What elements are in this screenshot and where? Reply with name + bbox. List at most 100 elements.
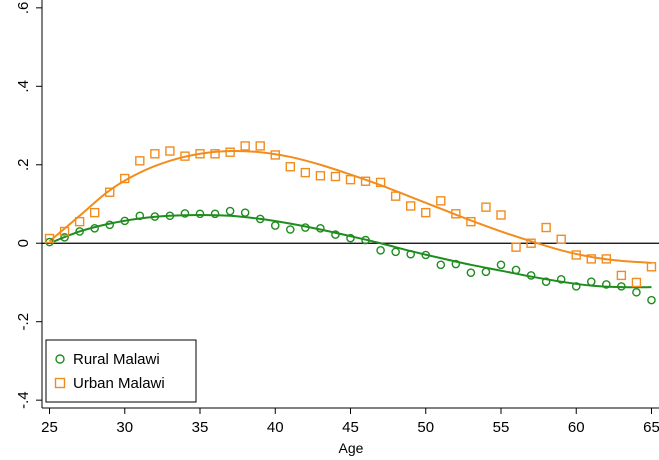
urban-malawi-point: [601, 254, 612, 264]
urban-malawi-fit-line: [48, 149, 652, 264]
rural-malawi-point: [90, 224, 99, 233]
rural-malawi-point: [481, 267, 491, 277]
rural-malawi-point: [240, 208, 250, 217]
urban-malawi-point: [631, 277, 642, 288]
urban-malawi-point: [120, 173, 130, 184]
x-axis-title: Age: [339, 440, 364, 456]
urban-malawi-point: [270, 150, 280, 160]
urban-malawi-point: [330, 171, 341, 182]
urban-malawi-point: [375, 177, 386, 188]
x-tick-label: 65: [643, 419, 659, 436]
rural-malawi-point: [135, 211, 145, 221]
x-tick-label: 40: [267, 419, 284, 436]
rural-malawi-point: [436, 260, 446, 270]
legend-label-urban-malawi: Urban Malawi: [73, 375, 165, 392]
urban-malawi-point: [496, 210, 506, 220]
urban-malawi-point: [526, 238, 536, 248]
urban-malawi-point: [466, 216, 476, 227]
rural-malawi-point: [180, 209, 190, 218]
rural-malawi-point: [571, 282, 581, 291]
y-tick-label: -.4: [15, 391, 32, 409]
urban-malawi-point: [511, 242, 521, 252]
rural-malawi-point: [632, 287, 641, 297]
y-tick-label: .2: [15, 159, 32, 172]
urban-malawi-point: [195, 149, 205, 159]
rural-malawi-point: [617, 282, 626, 291]
rural-malawi-point: [361, 235, 370, 245]
urban-malawi-point: [345, 174, 356, 185]
rural-malawi-point: [511, 265, 521, 275]
rural-malawi-point: [451, 259, 461, 269]
urban-malawi-point: [646, 262, 657, 272]
rural-malawi-point: [150, 212, 160, 221]
legend-marker-urban-malawi: [54, 377, 66, 389]
urban-malawi-point: [59, 226, 70, 237]
x-tick-label: 25: [41, 419, 58, 436]
legend-marker-rural-malawi: [55, 354, 65, 364]
urban-malawi-point: [165, 146, 175, 156]
urban-malawi-point: [390, 191, 401, 201]
urban-malawi-point: [210, 149, 220, 159]
rural-malawi-point: [526, 271, 536, 280]
rural-malawi-point: [421, 250, 431, 260]
urban-malawi-point: [74, 216, 85, 227]
rural-malawi-point: [376, 245, 385, 255]
y-tick-label: .6: [15, 2, 32, 15]
rural-malawi-point: [286, 225, 295, 234]
urban-malawi-point: [135, 156, 145, 166]
urban-malawi-point: [180, 151, 190, 161]
legend: Rural Malawi Urban Malawi: [45, 339, 197, 403]
rural-malawi-fit-line: [49, 213, 652, 289]
rural-malawi-point: [331, 230, 340, 239]
y-tick-label: -.2: [15, 313, 32, 331]
rural-malawi-point: [210, 209, 220, 219]
rural-malawi-point: [195, 209, 205, 219]
rural-malawi-point: [496, 260, 506, 270]
rural-malawi-point: [346, 233, 355, 243]
rural-malawi-point: [75, 227, 84, 236]
rural-malawi-point: [165, 211, 175, 221]
urban-malawi-point: [571, 250, 581, 260]
urban-malawi-point: [451, 209, 461, 219]
urban-malawi-point: [541, 222, 551, 233]
legend-box: [45, 339, 197, 403]
urban-malawi-point: [44, 233, 55, 244]
rural-malawi-point: [270, 221, 280, 230]
rural-malawi-point: [602, 280, 611, 289]
urban-malawi-point: [285, 162, 296, 172]
x-tick-label: 60: [568, 419, 585, 436]
urban-malawi-point: [300, 167, 311, 178]
rural-malawi-point: [391, 247, 400, 257]
x-tick-label: 50: [417, 419, 434, 436]
rural-malawi-point: [60, 233, 69, 242]
x-tick-label: 35: [192, 419, 209, 436]
rural-malawi-point: [316, 224, 325, 233]
urban-malawi-point: [150, 149, 160, 159]
y-tick-label: 0: [15, 239, 32, 247]
urban-malawi-point: [556, 234, 566, 245]
rural-malawi-point: [586, 277, 596, 286]
rural-malawi-point: [105, 220, 115, 230]
urban-malawi-point: [586, 254, 596, 264]
urban-malawi-point: [225, 147, 235, 157]
rural-malawi-point: [406, 249, 415, 259]
urban-malawi-point: [421, 207, 431, 218]
rural-malawi-point: [255, 214, 265, 224]
rural-malawi-point: [120, 216, 130, 226]
rural-malawi-point: [301, 223, 310, 232]
urban-malawi-point: [436, 196, 446, 206]
rural-malawi-point: [541, 277, 551, 286]
urban-malawi-point: [240, 141, 250, 151]
rural-malawi-point: [647, 295, 656, 305]
urban-malawi-point: [255, 141, 265, 151]
legend-label-rural-malawi: Rural Malawi: [73, 351, 160, 368]
x-tick-label: 55: [493, 419, 510, 436]
rural-malawi-point: [556, 275, 566, 284]
urban-malawi-point: [89, 207, 100, 218]
rural-malawi-point: [466, 268, 476, 277]
urban-malawi-point: [405, 201, 416, 211]
urban-malawi-point: [315, 171, 326, 181]
urban-malawi-point: [360, 176, 371, 186]
y-tick-label: .4: [15, 80, 32, 93]
